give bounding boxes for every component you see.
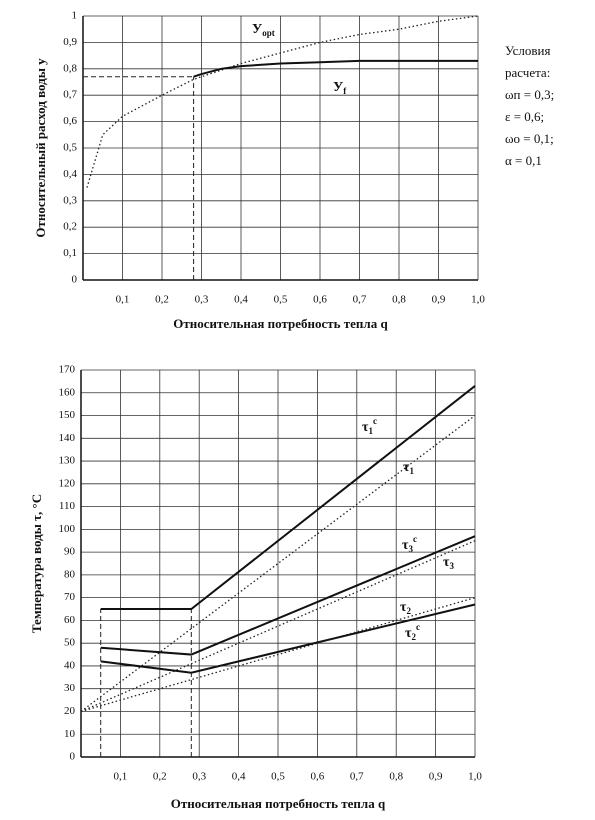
label-text: τ xyxy=(403,460,410,475)
label-text: τ xyxy=(443,555,450,570)
line-label: τ2c xyxy=(405,622,420,642)
x-tick-label: 0,2 xyxy=(153,771,167,783)
label-text: У xyxy=(252,22,262,37)
note-line: ωо = 0,1; xyxy=(505,131,554,146)
x-tick-label: 0,7 xyxy=(350,771,364,783)
y-tick-label: 0,7 xyxy=(63,89,77,101)
label-sup: c xyxy=(413,534,417,544)
note-line: расчета: xyxy=(505,65,550,80)
y-tick-label: 0,8 xyxy=(63,62,77,74)
x-tick-label: 0,3 xyxy=(195,294,209,306)
y-tick-label: 130 xyxy=(59,455,76,467)
series-line xyxy=(100,603,476,674)
y-tick-label: 20 xyxy=(64,705,76,717)
label-sup: c xyxy=(416,622,420,632)
label-text: τ xyxy=(400,600,407,615)
label-sup: c xyxy=(373,416,377,426)
y-tick-label: 170 xyxy=(59,364,76,376)
x-tick-label: 0,5 xyxy=(274,294,288,306)
note-line: Условия xyxy=(505,43,550,58)
line-label: τ3c xyxy=(402,534,417,554)
x-tick-label: 1,0 xyxy=(468,771,482,783)
series-line xyxy=(100,535,476,656)
y-tick-label: 120 xyxy=(59,477,76,489)
label-sub: 2 xyxy=(406,606,411,616)
y-tick-label: 70 xyxy=(64,591,76,603)
y-tick-label: 50 xyxy=(64,637,76,649)
label-text: τ xyxy=(402,538,409,553)
line-label: τ2 xyxy=(400,600,411,616)
y-tick-label: 0,3 xyxy=(63,194,77,206)
x-tick-label: 0,1 xyxy=(116,294,130,306)
line-label: τ1 xyxy=(403,460,414,476)
y-tick-label: 90 xyxy=(64,546,76,558)
x-tick-label: 0,6 xyxy=(311,771,325,783)
x-tick-label: 0,3 xyxy=(192,771,206,783)
y-tick-label: 0 xyxy=(70,751,76,763)
y-tick-label: 30 xyxy=(64,682,76,694)
y-tick-label: 140 xyxy=(59,432,76,444)
line-label: τ1c xyxy=(362,416,377,436)
y-tick-label: 0,4 xyxy=(63,168,77,180)
y-tick-label: 10 xyxy=(64,728,76,740)
y-tick-label: 150 xyxy=(59,409,76,421)
line-label: Уopt xyxy=(252,22,275,38)
y-axis-title: Температура воды τ, °С xyxy=(29,494,44,633)
y-tick-label: 80 xyxy=(64,568,76,580)
x-tick-label: 0,1 xyxy=(114,771,128,783)
label-sub: 1 xyxy=(409,466,414,476)
x-tick-label: 0,7 xyxy=(353,294,367,306)
x-tick-label: 0,4 xyxy=(232,771,246,783)
label-text: τ xyxy=(405,626,412,641)
y-tick-label: 40 xyxy=(64,659,76,671)
x-tick-label: 0,6 xyxy=(313,294,327,306)
x-tick-label: 0,2 xyxy=(155,294,169,306)
series-line xyxy=(80,597,476,713)
note-line: α = 0,1 xyxy=(505,153,542,168)
x-tick-label: 0,5 xyxy=(271,771,285,783)
y-tick-label: 0,6 xyxy=(63,115,77,127)
label-sub: opt xyxy=(262,28,275,38)
y-tick-label: 0,1 xyxy=(63,247,77,259)
y-tick-label: 0,2 xyxy=(63,221,77,233)
label-text: τ xyxy=(362,420,369,435)
y-tick-label: 160 xyxy=(59,386,76,398)
line-label: τ3 xyxy=(443,555,454,571)
x-axis-title: Относительная потребность тепла q xyxy=(173,316,388,331)
series-line xyxy=(193,59,478,78)
y-tick-label: 110 xyxy=(59,500,76,512)
label-sub: f xyxy=(343,86,347,96)
label-sub: 1 xyxy=(368,426,373,436)
label-sub: 2 xyxy=(411,632,416,642)
note-line: ε = 0,6; xyxy=(505,109,544,124)
x-tick-label: 0,9 xyxy=(429,771,443,783)
x-axis-title: Относительная потребность тепла q xyxy=(171,796,386,811)
x-tick-label: 1,0 xyxy=(471,294,485,306)
label-sub: 3 xyxy=(408,544,413,554)
series-line xyxy=(100,385,476,611)
y-tick-label: 0,5 xyxy=(63,142,77,154)
y-tick-label: 1 xyxy=(72,10,78,22)
line-label: Уf xyxy=(333,80,347,96)
y-tick-label: 0,9 xyxy=(63,36,77,48)
series-line xyxy=(86,15,479,188)
note-line: ωп = 0,3; xyxy=(505,87,554,102)
y-tick-label: 100 xyxy=(59,523,76,535)
label-sub: 3 xyxy=(449,561,454,571)
label-text: У xyxy=(333,80,343,95)
y-tick-label: 60 xyxy=(64,614,76,626)
x-tick-label: 0,4 xyxy=(234,294,248,306)
x-tick-label: 0,9 xyxy=(432,294,446,306)
y-axis-title: Относительный расход воды у xyxy=(33,58,48,238)
y-tick-label: 0 xyxy=(72,274,78,286)
x-tick-label: 0,8 xyxy=(392,294,406,306)
x-tick-label: 0,8 xyxy=(389,771,403,783)
